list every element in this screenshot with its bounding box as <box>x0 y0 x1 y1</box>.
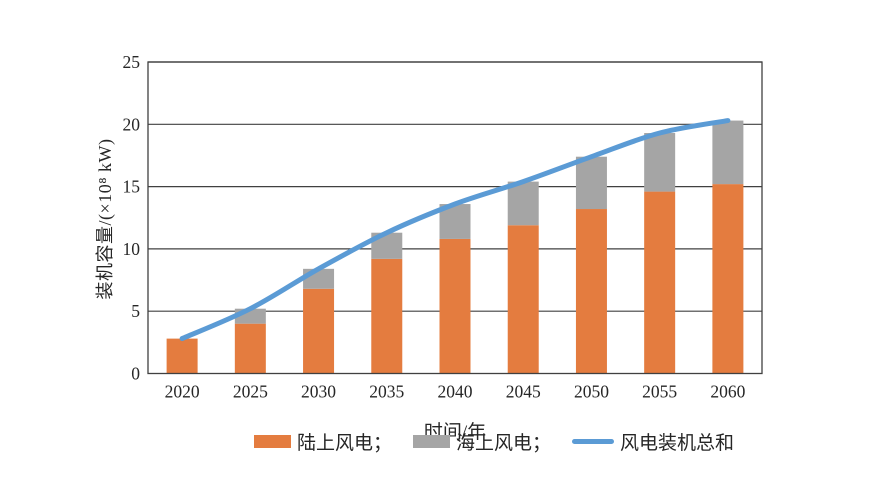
x-tick-label-2060: 2060 <box>710 382 745 402</box>
bar-陆上风电-2030 <box>303 288 335 374</box>
bar-海上风电-2030 <box>303 268 335 289</box>
bar-陆上风电-2020 <box>166 338 198 374</box>
legend-item-onshore: 陆上风电； <box>254 428 392 455</box>
legend-item-offshore: 海上风电； <box>413 428 551 455</box>
bar-陆上风电-2035 <box>371 258 403 374</box>
total-line-swatch-icon <box>572 438 615 444</box>
x-tick-label-2055: 2055 <box>642 382 677 402</box>
x-tick-label-2020: 2020 <box>165 382 200 402</box>
x-tick-label-2050: 2050 <box>574 382 609 402</box>
y-tick-label-20: 20 <box>123 114 141 134</box>
bar-陆上风电-2050 <box>575 209 607 374</box>
x-tick-label-2030: 2030 <box>301 382 336 402</box>
x-tick-label-2035: 2035 <box>369 382 404 402</box>
bar-陆上风电-2040 <box>439 238 471 374</box>
legend-label-onshore: 陆上风电； <box>297 432 393 454</box>
bar-陆上风电-2045 <box>507 225 539 374</box>
x-tick-label-2040: 2040 <box>438 382 473 402</box>
legend: 陆上风电； 海上风电； 风电装机总和 <box>254 431 734 454</box>
y-tick-label-15: 15 <box>123 177 141 197</box>
offshore-swatch-icon <box>413 434 451 448</box>
bar-陆上风电-2060 <box>712 184 744 374</box>
y-tick-label-25: 25 <box>123 52 141 72</box>
legend-label-total: 风电装机总和 <box>620 432 735 454</box>
bar-陆上风电-2025 <box>234 323 266 374</box>
x-tick-label-2045: 2045 <box>506 382 541 402</box>
bar-海上风电-2055 <box>644 133 676 192</box>
y-tick-label-0: 0 <box>131 364 140 384</box>
y-tick-label-5: 5 <box>131 301 140 321</box>
onshore-swatch-icon <box>254 434 291 448</box>
bar-海上风电-2045 <box>507 181 539 226</box>
plot-border <box>147 61 763 375</box>
bar-陆上风电-2055 <box>644 191 676 374</box>
total-line <box>179 118 731 342</box>
legend-item-total: 风电装机总和 <box>572 428 734 455</box>
y-axis-title: 装机容量/(×10⁸ kW) <box>95 138 115 300</box>
y-tick-label-10: 10 <box>123 239 141 259</box>
x-tick-label-2025: 2025 <box>233 382 268 402</box>
bar-海上风电-2050 <box>575 156 607 210</box>
bar-海上风电-2060 <box>712 120 744 185</box>
legend-label-offshore: 海上风电； <box>456 432 552 454</box>
